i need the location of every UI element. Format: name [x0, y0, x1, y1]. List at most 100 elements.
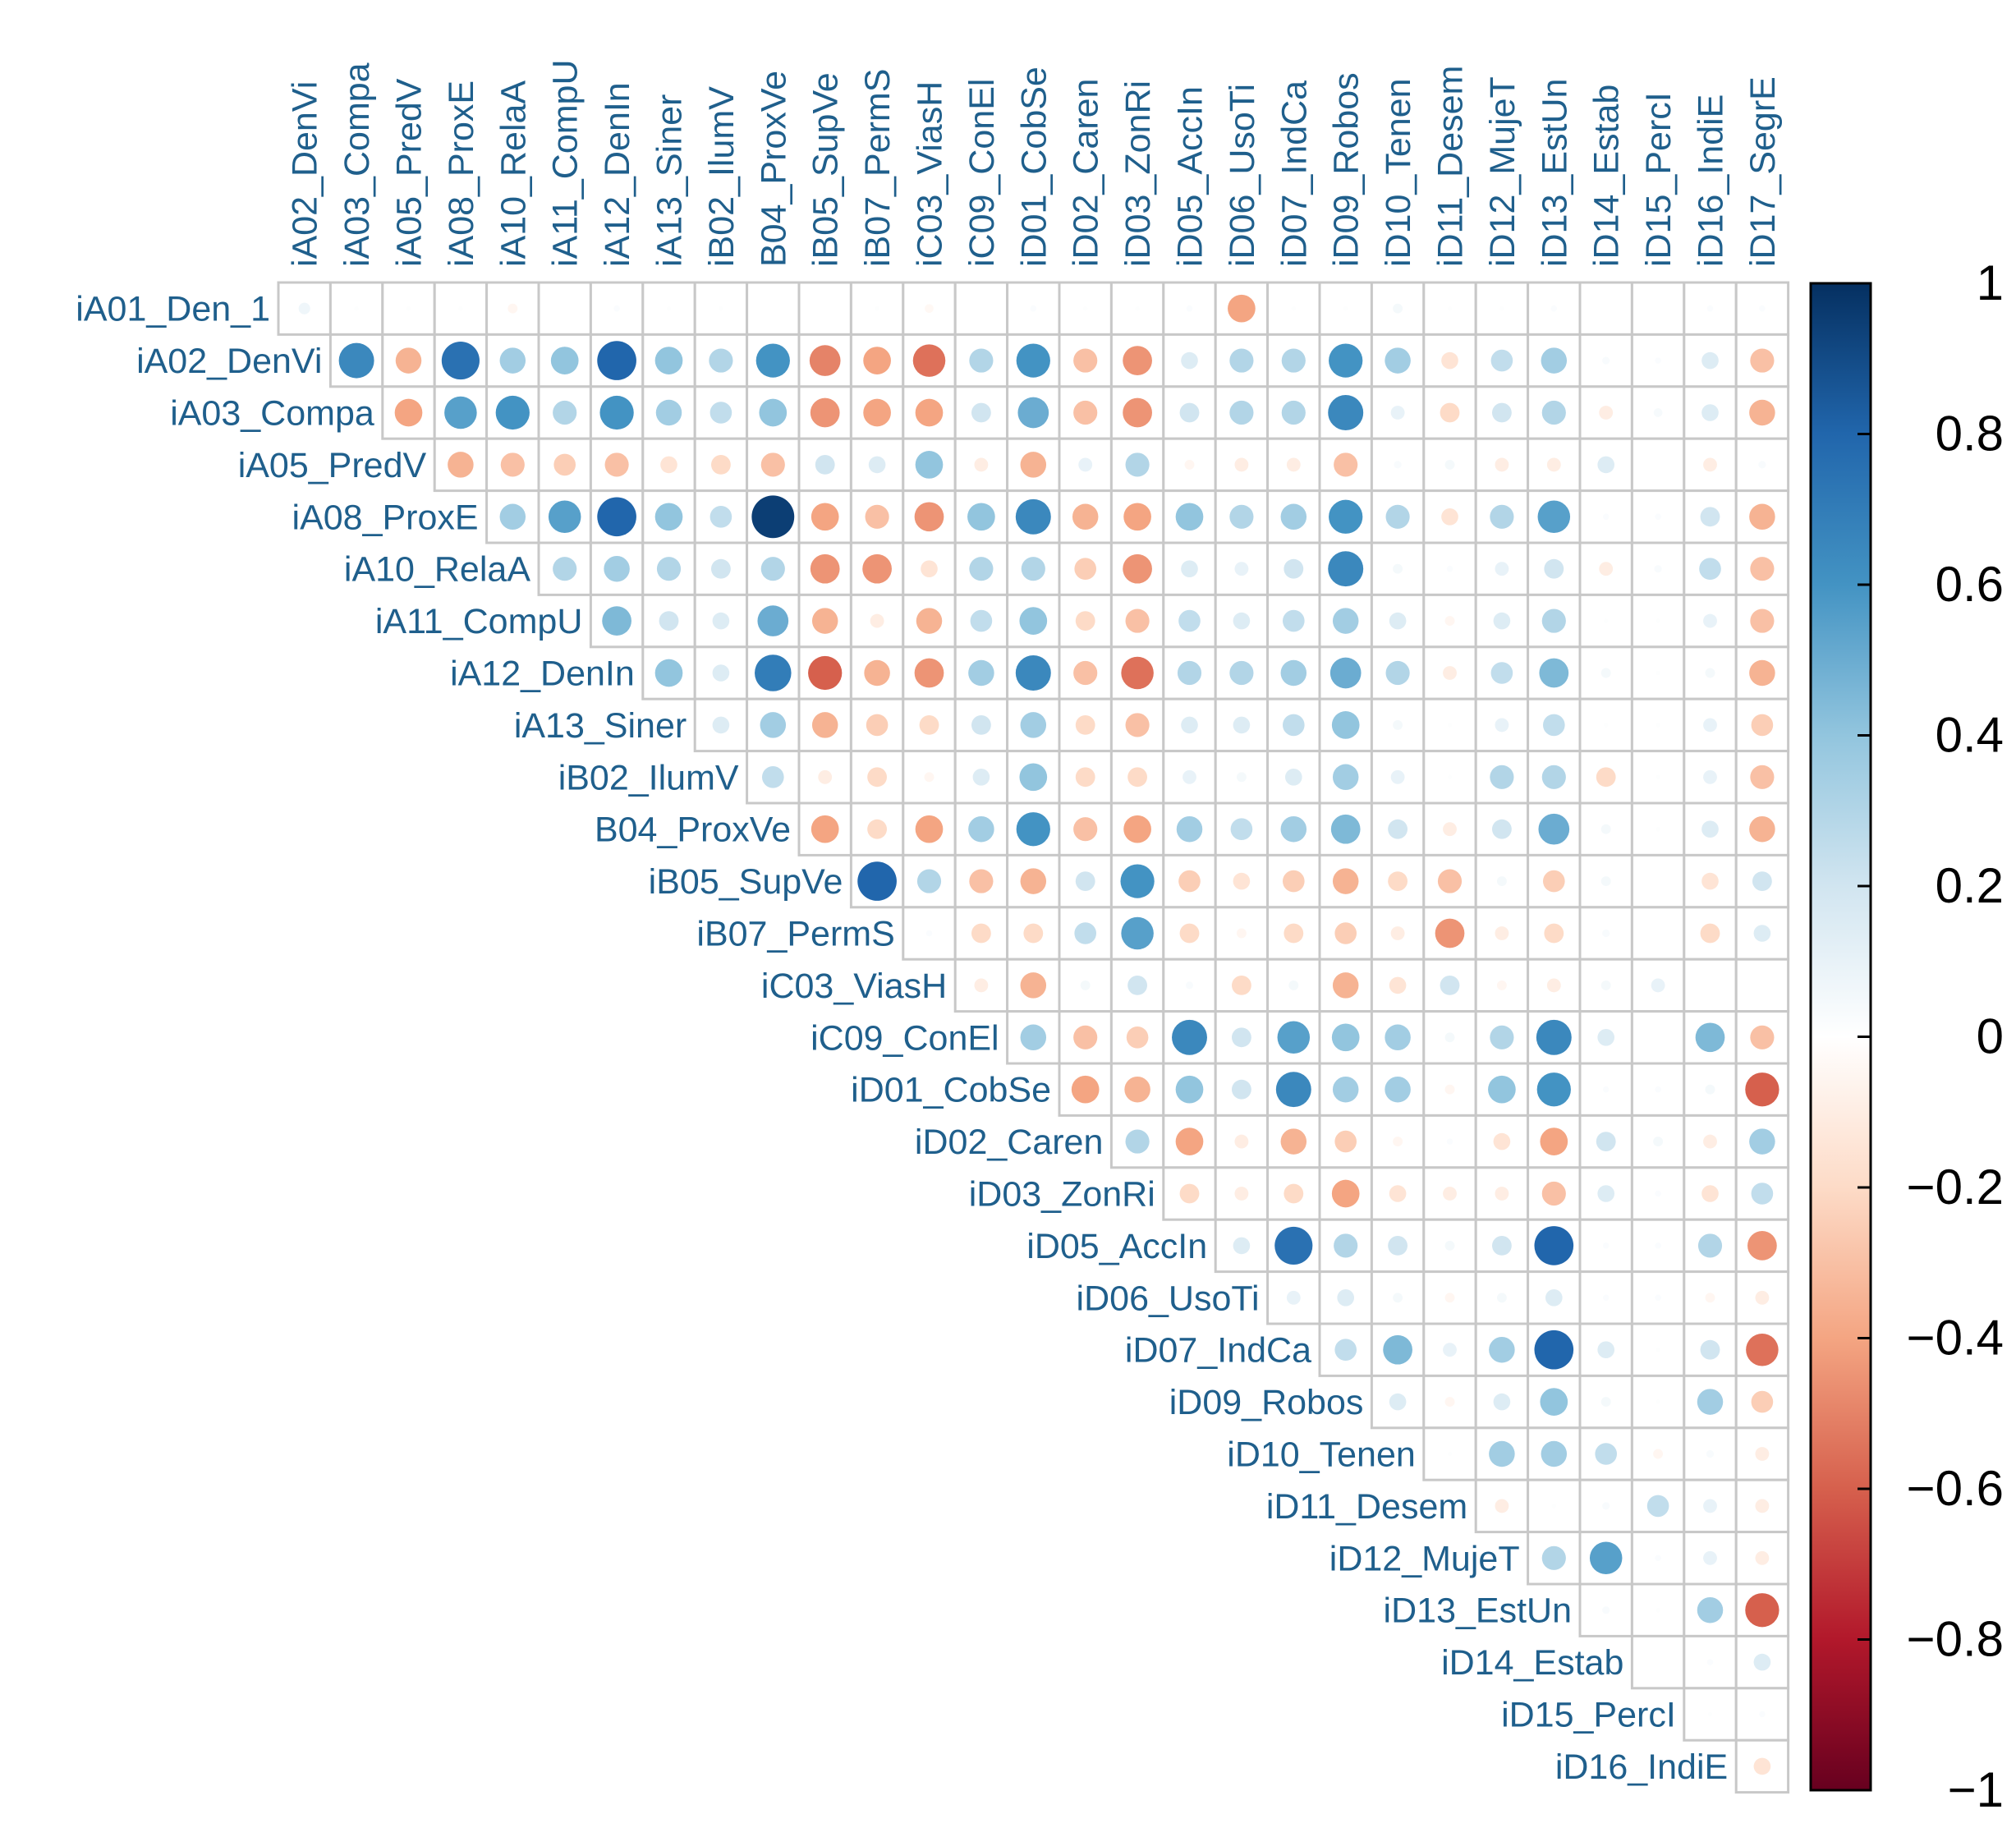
correlation-circle	[1274, 1226, 1313, 1265]
correlation-circle	[1388, 819, 1408, 839]
correlation-circle	[971, 923, 991, 944]
correlation-circle	[1589, 1541, 1623, 1575]
matrix-cell	[797, 281, 852, 336]
correlation-circle	[760, 557, 785, 581]
column-label: iD07_IndCa	[1274, 80, 1314, 267]
correlation-circle	[1233, 1237, 1251, 1255]
correlation-circle	[655, 399, 682, 426]
correlation-circle	[1393, 1137, 1403, 1147]
correlation-circle	[1600, 1397, 1611, 1408]
correlation-circle	[604, 555, 630, 582]
correlation-circle	[1496, 1293, 1507, 1303]
correlation-circle	[1495, 562, 1509, 576]
correlation-circle	[925, 304, 934, 314]
correlation-circle	[1695, 1022, 1725, 1053]
correlation-circle	[1441, 351, 1458, 370]
correlation-circle	[719, 306, 723, 311]
correlation-circle	[1233, 716, 1251, 734]
correlation-circle	[666, 306, 672, 311]
correlation-circle	[1277, 1021, 1311, 1054]
correlation-circle	[863, 347, 891, 374]
correlation-circle	[1123, 815, 1151, 843]
correlation-circle	[1444, 1240, 1455, 1251]
correlation-circle	[298, 302, 310, 315]
correlation-circle	[1746, 1333, 1779, 1366]
correlation-circle	[1175, 1127, 1204, 1155]
correlation-circle	[1444, 1032, 1455, 1043]
correlation-circle	[1444, 1293, 1455, 1303]
correlation-circle	[1758, 461, 1766, 469]
row-label: iD15_PercI	[1501, 1696, 1676, 1735]
correlation-circle	[1389, 1185, 1407, 1202]
correlation-circle	[1602, 1242, 1610, 1249]
correlation-circle	[1447, 723, 1453, 728]
correlation-circle	[1234, 562, 1249, 576]
correlation-circle	[970, 609, 993, 632]
correlation-circle	[1332, 764, 1359, 791]
correlation-circle	[1236, 772, 1247, 783]
correlation-circle	[1229, 660, 1254, 686]
correlation-circle	[1700, 923, 1720, 944]
correlation-circle	[1653, 1449, 1664, 1459]
correlation-circle	[1280, 815, 1307, 843]
correlation-circle	[1334, 922, 1357, 944]
correlation-circle	[1181, 560, 1198, 578]
correlation-circle	[1075, 871, 1095, 892]
correlation-circle	[604, 452, 629, 477]
correlation-circle	[915, 451, 944, 479]
correlation-circle	[1496, 980, 1507, 990]
correlation-circle	[1282, 609, 1305, 632]
correlation-circle	[1495, 926, 1509, 940]
matrix-cell	[1683, 697, 1738, 753]
correlation-circle	[1282, 714, 1305, 737]
row-label: iD10_Tenen	[1227, 1435, 1416, 1475]
correlation-circle	[1493, 1132, 1511, 1150]
row-label: iA05_PredV	[238, 446, 427, 485]
row-label: iA02_DenVi	[136, 342, 322, 381]
correlation-circle	[1703, 613, 1717, 628]
correlation-circle	[1546, 978, 1561, 993]
correlation-circle	[1701, 872, 1719, 890]
correlation-circle	[1444, 459, 1455, 470]
correlation-circle	[1230, 818, 1253, 841]
correlation-circle	[1123, 346, 1152, 375]
column-label: iD03_ZonRi	[1118, 80, 1158, 267]
matrix-cell	[849, 593, 905, 649]
correlation-circle	[865, 504, 889, 529]
legend-tick-label: 0.6	[1936, 557, 2004, 612]
correlation-circle	[550, 347, 579, 374]
correlation-circle	[1179, 402, 1200, 423]
correlation-circle	[921, 560, 938, 578]
correlation-circle	[1596, 767, 1616, 788]
correlation-circle	[1020, 1024, 1047, 1051]
row-label: iD11_Desem	[1266, 1487, 1467, 1527]
correlation-circle	[1124, 1076, 1150, 1103]
correlation-circle	[1440, 402, 1460, 423]
correlation-circle	[1443, 822, 1457, 837]
correlation-circles	[298, 294, 1779, 1775]
correlation-circle	[1444, 1084, 1455, 1095]
correlation-circle	[1749, 815, 1775, 843]
correlation-circle	[1750, 765, 1775, 789]
correlation-circle	[1706, 1659, 1714, 1665]
color-legend: 1 0.8 0.6 0.4 0.2 0 −0.2 −0.4 −0.6 −0.8 −1	[1809, 255, 2004, 1817]
correlation-circle	[1491, 1235, 1512, 1256]
correlation-circle	[1284, 1183, 1304, 1204]
correlation-circle	[875, 306, 879, 311]
correlation-circle	[553, 400, 577, 425]
correlation-circle	[1385, 504, 1410, 529]
correlation-circle	[710, 454, 731, 475]
correlation-circle	[1179, 1183, 1200, 1204]
correlation-circle	[1127, 975, 1148, 995]
correlation-circle	[1656, 723, 1660, 728]
correlation-circle	[597, 497, 636, 537]
matrix-cell	[1734, 1270, 1790, 1325]
correlation-circle	[1656, 774, 1660, 779]
correlation-circle	[1706, 1449, 1715, 1458]
correlation-circle	[1183, 769, 1196, 784]
correlation-circle	[495, 395, 530, 430]
correlation-circle	[1656, 827, 1660, 832]
correlation-circle	[1331, 1023, 1360, 1052]
correlation-circle	[1597, 1028, 1615, 1046]
correlation-circle	[1030, 305, 1037, 312]
